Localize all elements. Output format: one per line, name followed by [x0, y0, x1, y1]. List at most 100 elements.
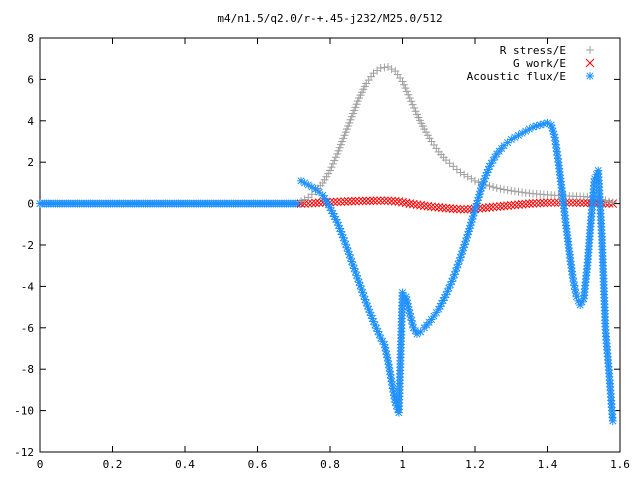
- data-point: [369, 196, 378, 206]
- data-point: [385, 367, 394, 376]
- series-acoustic-flux-e: [297, 118, 617, 425]
- data-point: [608, 416, 617, 425]
- data-point: [390, 196, 400, 206]
- y-tick-label: 2: [27, 156, 34, 169]
- data-point: [361, 196, 371, 206]
- data-point: [467, 174, 476, 183]
- data-point: [608, 198, 617, 207]
- data-point: [456, 204, 465, 214]
- x-tick-label: 1.6: [610, 458, 630, 471]
- data-point: [419, 201, 429, 211]
- data-point: [492, 202, 502, 212]
- data-point: [297, 197, 305, 206]
- data-point: [488, 202, 498, 212]
- x-tick-label: 0.2: [103, 458, 123, 471]
- x-tick-label: 0: [37, 458, 44, 471]
- data-point: [347, 196, 357, 206]
- data-point: [463, 172, 472, 181]
- data-point: [336, 197, 346, 207]
- data-point: [402, 87, 411, 96]
- data-point: [445, 204, 454, 213]
- data-point: [568, 198, 578, 207]
- data-point: [328, 159, 337, 168]
- data-point: [340, 197, 349, 206]
- data-point: [300, 199, 309, 208]
- y-tick-label: -8: [21, 363, 34, 376]
- data-point: [354, 196, 364, 206]
- legend-marker: [585, 58, 595, 68]
- data-point: [550, 133, 559, 142]
- data-point: [401, 84, 410, 93]
- data-point: [411, 107, 420, 116]
- y-tick-label: 6: [27, 73, 34, 86]
- data-point: [326, 166, 334, 175]
- data-point: [300, 195, 309, 204]
- data-point: [499, 201, 509, 211]
- data-point: [405, 199, 415, 208]
- data-point: [327, 163, 336, 172]
- data-point: [311, 198, 320, 208]
- y-tick-label: -10: [14, 405, 34, 418]
- data-point: [492, 184, 501, 193]
- data-point: [496, 184, 505, 193]
- data-point: [416, 200, 425, 210]
- data-point: [376, 196, 386, 206]
- data-point: [539, 198, 549, 208]
- data-point: [438, 203, 447, 213]
- data-point: [528, 199, 538, 208]
- axis-ticks: 0 0.2 0.4 0.6 0.8 1 1.2 1.4 1.6 8 6 4 2 0 -2 -4 -6 -8 -10 -…: [14, 32, 630, 471]
- data-point: [521, 199, 531, 209]
- x-tick-label: 0.8: [320, 458, 340, 471]
- data-point: [514, 187, 523, 196]
- legend-label: G work/E: [513, 57, 566, 70]
- legend-label: R stress/E: [500, 44, 566, 57]
- data-point: [514, 200, 523, 209]
- data-point: [384, 62, 392, 71]
- data-point: [365, 196, 375, 206]
- data-point: [500, 185, 508, 194]
- data-point: [376, 64, 385, 73]
- data-point: [535, 198, 545, 208]
- data-point: [330, 156, 339, 165]
- data-point: [525, 199, 534, 208]
- data-point: [579, 198, 589, 208]
- x-tick-label: 0.4: [175, 458, 195, 471]
- series-layer: [36, 62, 618, 425]
- y-tick-label: -6: [21, 322, 34, 335]
- data-point: [370, 320, 379, 329]
- data-point: [398, 197, 407, 207]
- series-r-stress-e: [297, 62, 617, 207]
- legend-marker: [586, 46, 594, 54]
- data-point: [546, 198, 556, 207]
- data-point: [550, 198, 560, 207]
- y-tick-label: 0: [27, 198, 34, 211]
- data-point: [532, 198, 541, 208]
- data-point: [398, 77, 407, 86]
- data-point: [405, 94, 414, 103]
- data-point: [517, 199, 527, 209]
- data-point: [410, 103, 419, 112]
- data-point: [351, 196, 360, 206]
- y-tick-label: -2: [21, 239, 34, 252]
- data-point: [503, 186, 512, 195]
- data-point: [434, 203, 444, 212]
- data-point: [459, 205, 469, 214]
- data-point: [358, 196, 367, 206]
- x-tick-label: 1.4: [538, 458, 558, 471]
- data-point: [399, 80, 408, 89]
- data-point: [463, 204, 473, 214]
- data-point: [477, 203, 487, 213]
- x-tick-label: 1: [399, 458, 406, 471]
- data-point: [443, 287, 452, 296]
- data-point: [441, 203, 451, 213]
- data-point: [401, 198, 411, 208]
- data-point: [452, 204, 462, 214]
- data-point: [332, 197, 342, 207]
- data-point: [503, 201, 512, 211]
- data-point: [407, 97, 416, 106]
- y-tick-label: 8: [27, 32, 34, 45]
- data-point: [518, 188, 527, 197]
- data-point: [380, 63, 389, 72]
- acoustic-baseline-points: [36, 199, 304, 208]
